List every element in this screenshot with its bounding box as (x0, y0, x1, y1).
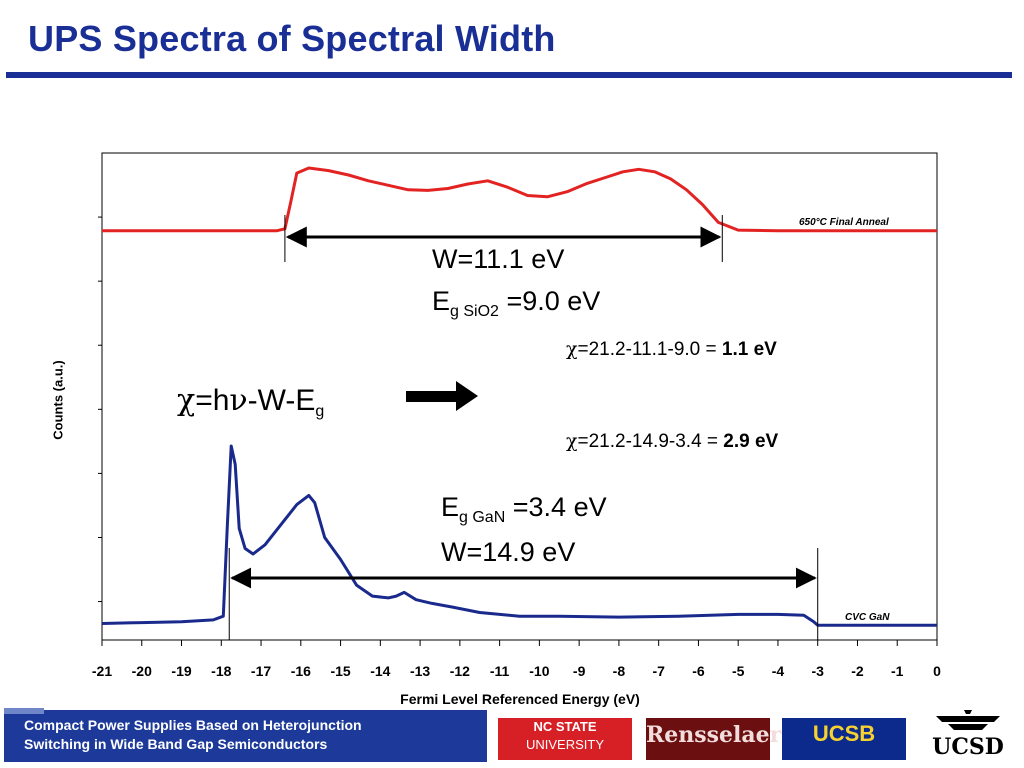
x-tick-label: -7 (652, 663, 665, 679)
series-line-cvc-gan (101, 444, 937, 627)
ucsd-logo: UCSD (932, 734, 1004, 760)
ncstate-logo-line-1: NC STATE (533, 719, 597, 734)
footer-line-2: Switching in Wide Band Gap Semiconductor… (24, 736, 328, 752)
x-tick-label: -11 (490, 663, 510, 679)
ucsb-logo: UCSB (782, 718, 906, 760)
title-rule (6, 72, 1012, 78)
formula-arrow-shaft (406, 391, 458, 402)
x-tick-label: -21 (92, 663, 112, 679)
x-axis-label: Fermi Level Referenced Energy (eV) (400, 691, 640, 707)
series-label-cvc-gan: CVC GaN (845, 612, 890, 623)
footer-project-title: Compact Power Supplies Based on Heteroju… (24, 716, 362, 754)
y-axis-label: Counts (a.u.) (50, 360, 66, 440)
footer-line-1: Compact Power Supplies Based on Heteroju… (24, 717, 362, 733)
footer-stripe (4, 708, 44, 714)
annotation-top-width: W=11.1 eV (432, 244, 565, 274)
annotation-chi-bottom: χ=21.2-14.9-3.4 = 2.9 eV (566, 430, 779, 452)
x-tick-label: -6 (692, 663, 705, 679)
annotation-bottom-gap: Eg GaN =3.4 eV (441, 492, 607, 526)
formula-arrow-head (456, 381, 478, 411)
plot-frame (101, 152, 938, 641)
x-tick-label: -13 (410, 663, 430, 679)
slide-title: UPS Spectra of Spectral Width (28, 18, 556, 59)
x-tick-label: -14 (370, 663, 390, 679)
x-tick-label: 0 (933, 663, 941, 679)
x-tick-label: -2 (851, 663, 864, 679)
annotation-bottom-width: W=14.9 eV (441, 537, 576, 567)
ucsd-logo-mark-icon (936, 710, 1000, 730)
series-line-anneal (102, 166, 937, 233)
x-tick-label: -8 (613, 663, 626, 679)
x-tick-label: -15 (330, 663, 350, 679)
ncstate-logo: NC STATE UNIVERSITY (498, 718, 632, 760)
rensselaer-logo: Rensselaer (646, 718, 781, 760)
annotation-formula: χ=hν-W-Eg (177, 383, 325, 420)
x-tick-label: -5 (732, 663, 745, 679)
footer-title-block (4, 710, 487, 762)
annotation-top-gap: Eg SiO2 =9.0 eV (432, 286, 601, 320)
x-tick-label: -10 (529, 663, 549, 679)
x-tick-label: -1 (891, 663, 904, 679)
ncstate-logo-line-2: UNIVERSITY (525, 737, 604, 752)
x-tick-label: -18 (211, 663, 231, 679)
x-tick-label: -9 (573, 663, 586, 679)
x-tick-label: -12 (450, 663, 470, 679)
x-tick-label: -16 (291, 663, 311, 679)
annotation-chi-top: χ=21.2-11.1-9.0 = 1.1 eV (566, 338, 777, 360)
x-tick-label: -20 (132, 663, 152, 679)
x-tick-label: -3 (811, 663, 824, 679)
series-label-anneal: 650°C Final Anneal (799, 217, 889, 228)
x-tick-label: -17 (251, 663, 271, 679)
x-tick-label: -4 (772, 663, 785, 679)
x-tick-label: -19 (171, 663, 191, 679)
